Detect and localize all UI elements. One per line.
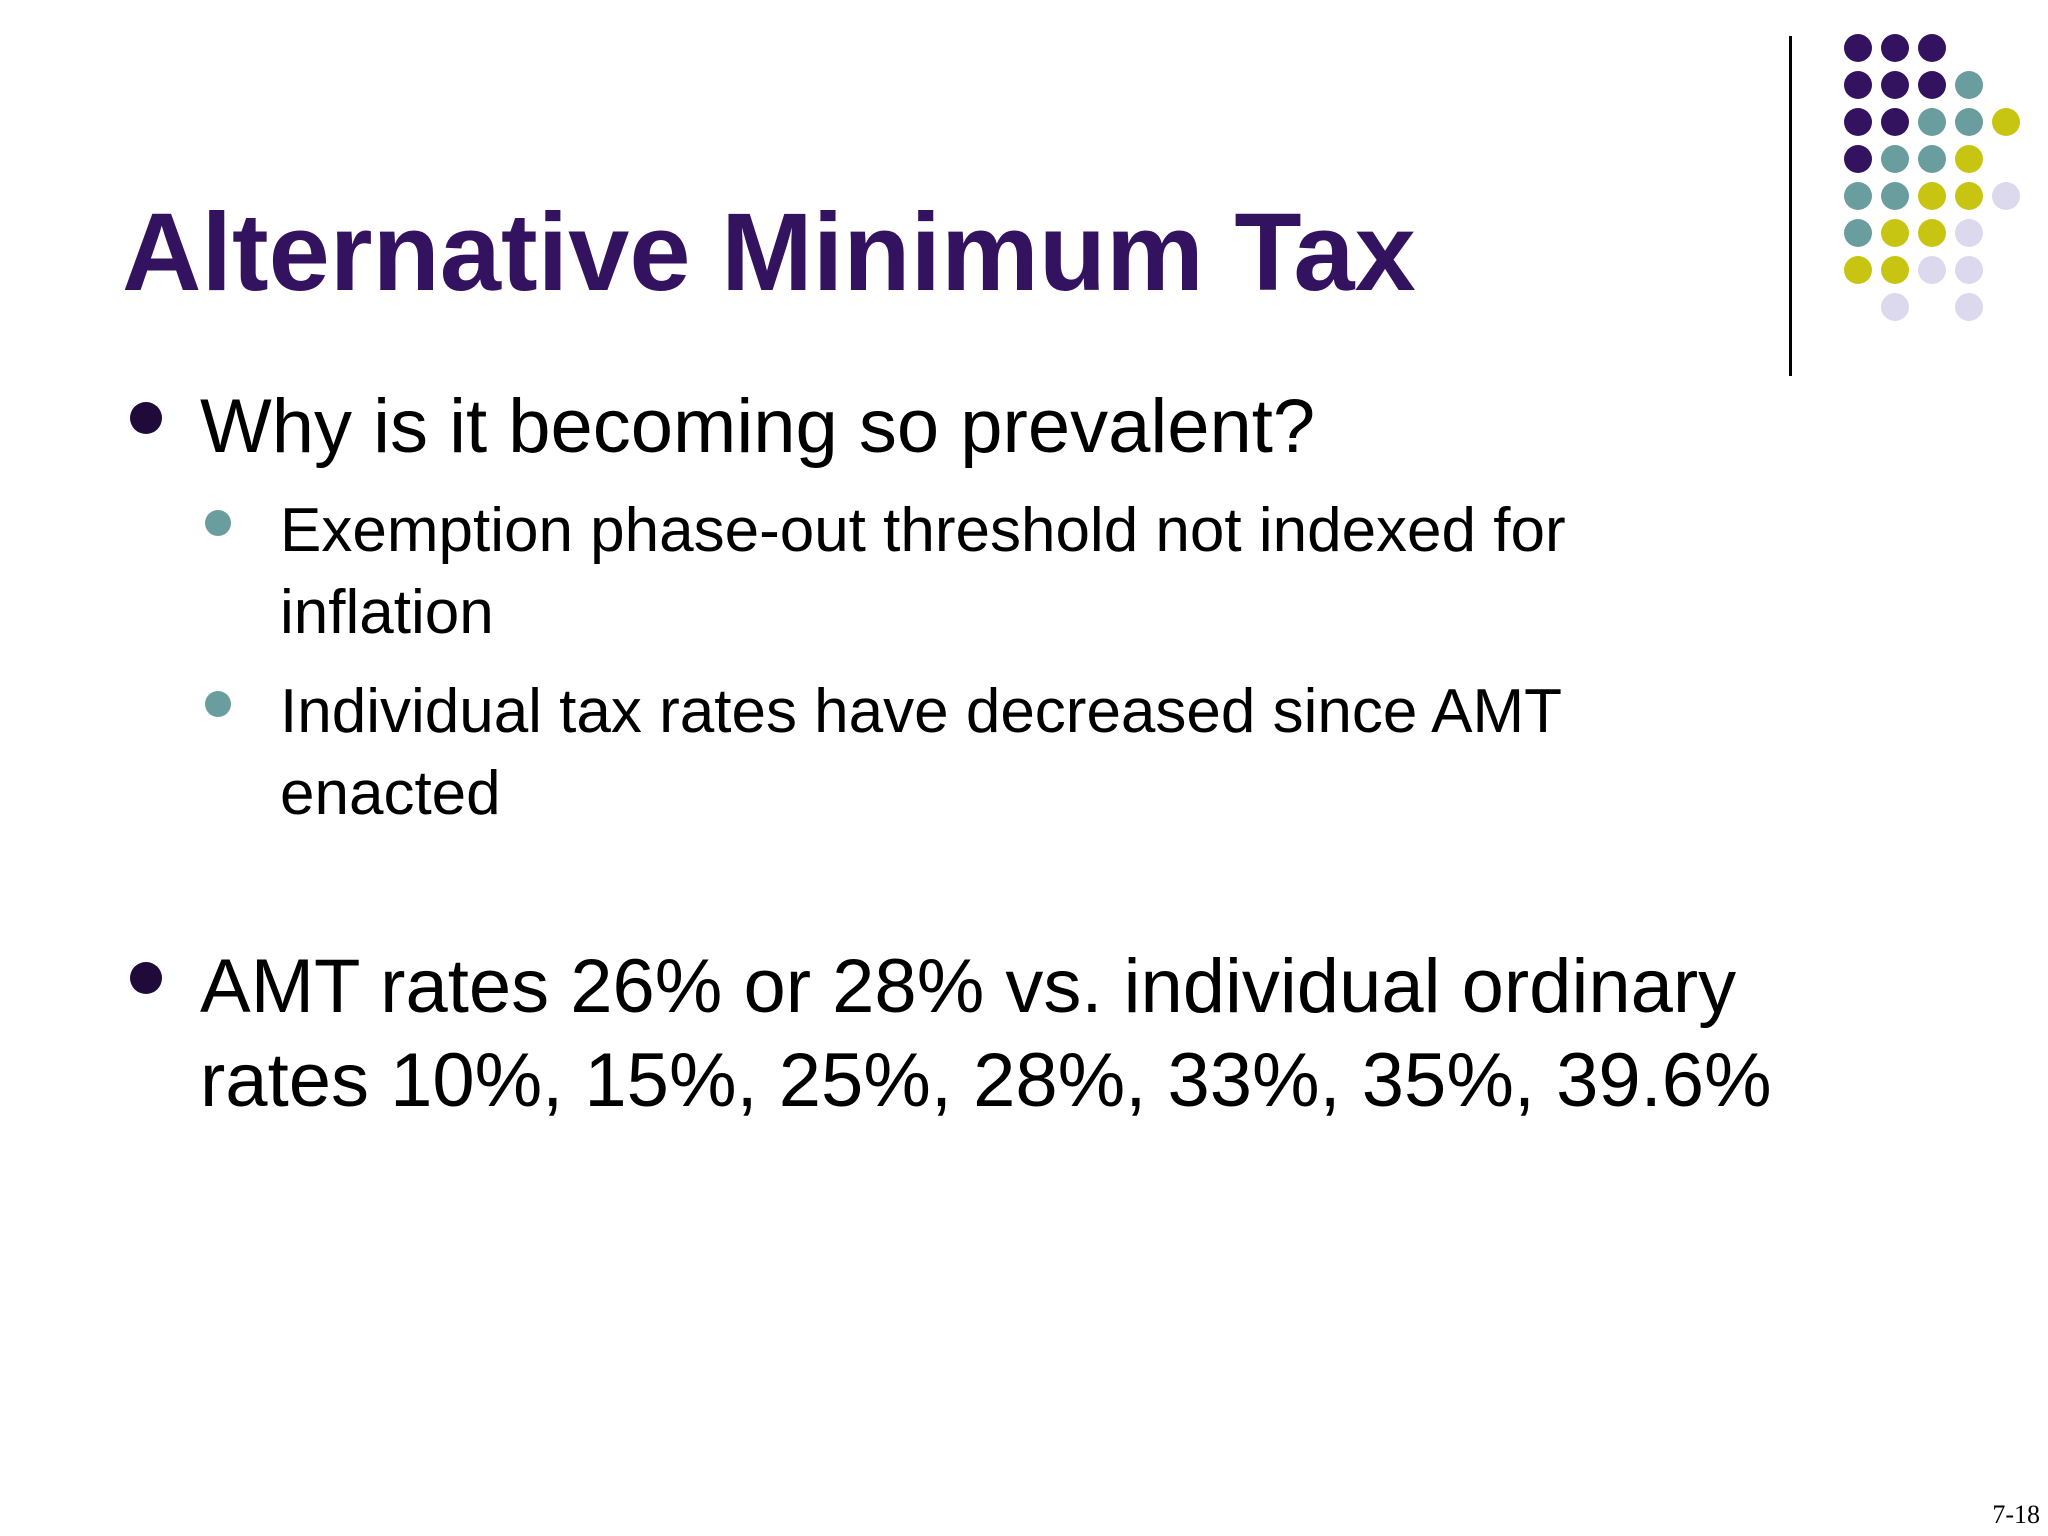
sub-bullet-marker [205, 510, 231, 536]
decorative-dot [1955, 256, 1983, 284]
decorative-dot [1881, 219, 1909, 247]
decorative-dot [1918, 182, 1946, 210]
slide-number: 7-18 [1992, 1500, 2040, 1529]
decorative-dot [1918, 71, 1946, 99]
slide-title: Alternative Minimum Tax [122, 191, 1416, 314]
decorative-dot [1992, 182, 2020, 210]
bullet-marker [130, 402, 162, 434]
decorative-dot [1955, 182, 1983, 210]
decorative-dot [1881, 145, 1909, 173]
bullet-text: Why is it becoming so prevalent? [200, 384, 1316, 469]
decorative-dot [1881, 293, 1909, 321]
decorative-dot [1844, 256, 1872, 284]
decorative-dot [1955, 293, 1983, 321]
sub-bullet-marker [205, 691, 231, 717]
decorative-dot [1881, 256, 1909, 284]
sub-bullet-text: Individual tax rates have decreased sinc… [280, 677, 1561, 828]
bullet-marker [130, 962, 162, 994]
decorative-dot [1955, 108, 1983, 136]
decorative-dot [1881, 71, 1909, 99]
decorative-dot [1918, 108, 1946, 136]
decorative-dot [1844, 182, 1872, 210]
decorative-dot [1844, 34, 1872, 62]
bullet-text: AMT rates 26% or 28% vs. individual ordi… [200, 944, 1772, 1123]
decorative-dot [1918, 256, 1946, 284]
sub-bullet-text: Exemption phase-out threshold not indexe… [280, 496, 1566, 647]
decorative-dot [1992, 108, 2020, 136]
decorative-dot [1955, 71, 1983, 99]
decorative-dot [1881, 34, 1909, 62]
decorative-dot [1955, 219, 1983, 247]
decorative-dot [1918, 34, 1946, 62]
decorative-dot [1844, 71, 1872, 99]
vertical-divider [1789, 36, 1792, 376]
decorative-dot [1955, 145, 1983, 173]
decorative-dot [1844, 108, 1872, 136]
decorative-dot [1844, 219, 1872, 247]
decorative-dot [1918, 145, 1946, 173]
decorative-dot [1918, 219, 1946, 247]
decorative-dot [1881, 182, 1909, 210]
decorative-dot [1844, 145, 1872, 173]
decorative-dot [1881, 108, 1909, 136]
